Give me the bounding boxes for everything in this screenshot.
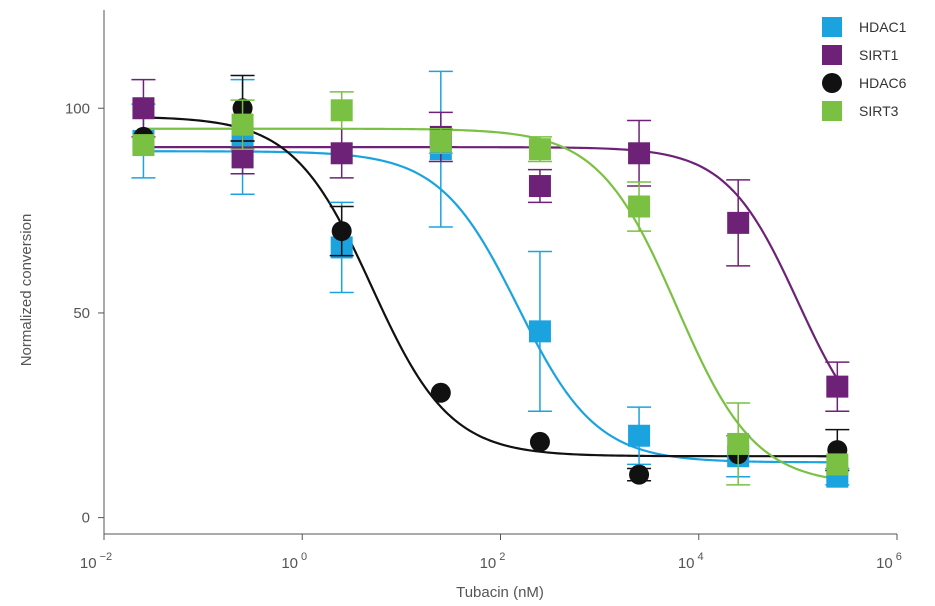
legend: HDAC1 SIRT1 HDAC6 SIRT3 (822, 17, 907, 121)
x-tick-exponent: 0 (301, 551, 307, 563)
legend-marker-sirt3 (822, 101, 842, 121)
x-tick-base: 10 (480, 555, 497, 572)
data-point-sirt3 (727, 432, 750, 455)
data-point-sirt3 (628, 195, 651, 218)
data-point-hdac1 (528, 320, 551, 343)
x-tick-exponent: 2 (499, 551, 505, 563)
y-tick-label: 50 (73, 305, 90, 322)
x-tick-base: 10 (80, 555, 97, 572)
data-point-sirt1 (727, 211, 750, 234)
data-point-sirt1 (826, 375, 849, 398)
x-tick-base: 10 (876, 555, 893, 572)
data-point-sirt3 (231, 113, 254, 136)
data-point-hdac6 (529, 431, 550, 452)
x-tick-exponent: −2 (100, 551, 113, 563)
data-point-hdac6 (430, 382, 451, 403)
data-point-sirt3 (826, 453, 849, 476)
x-tick-base: 10 (678, 555, 695, 572)
x-tick-label: 10 6 (876, 551, 902, 572)
y-axis-label: Normalized conversion (18, 214, 35, 367)
series-sirt3 (132, 91, 849, 486)
y-ticks: 0 50 100 (65, 100, 104, 527)
data-point-sirt3 (132, 134, 155, 157)
legend-label-sirt3: SIRT3 (859, 103, 899, 119)
x-tick-label: 10 −2 (80, 551, 112, 572)
data-point-sirt1 (231, 146, 254, 169)
legend-label-sirt1: SIRT1 (859, 47, 899, 63)
data-point-sirt1 (528, 175, 551, 198)
data-point-sirt3 (528, 138, 551, 161)
data-point-hdac1 (628, 424, 651, 447)
legend-label-hdac1: HDAC1 (859, 19, 907, 35)
data-point-sirt1 (628, 142, 651, 165)
data-point-hdac6 (629, 464, 650, 485)
x-tick-label: 10 4 (678, 551, 704, 572)
y-tick-label: 0 (82, 510, 90, 527)
fit-curve-hdac6 (143, 116, 838, 458)
data-point-sirt3 (429, 130, 452, 152)
fit-curve-sirt1 (143, 146, 839, 380)
legend-marker-sirt1 (822, 45, 842, 65)
legend-label-hdac6: HDAC6 (859, 75, 907, 91)
x-tick-base: 10 (281, 555, 298, 572)
data-point-sirt1 (330, 142, 353, 165)
legend-marker-hdac6 (822, 73, 842, 93)
x-tick-exponent: 6 (896, 551, 902, 563)
x-tick-exponent: 4 (698, 551, 704, 563)
x-tick-label: 10 0 (281, 551, 307, 572)
fit-curve-hdac1 (143, 150, 838, 464)
x-axis-label: Tubacin (nM) (456, 584, 544, 601)
data-point-sirt1 (132, 97, 155, 120)
y-tick-label: 100 (65, 100, 90, 117)
data-points (131, 70, 850, 488)
fit-curve-sirt3 (143, 127, 838, 481)
data-point-sirt3 (330, 99, 353, 122)
x-tick-label: 10 2 (480, 551, 506, 572)
legend-marker-hdac1 (822, 17, 842, 37)
fit-curves (143, 116, 839, 481)
data-point-hdac6 (331, 221, 352, 242)
x-ticks: 10 −2 10 0 10 2 10 4 10 6 (80, 534, 902, 572)
